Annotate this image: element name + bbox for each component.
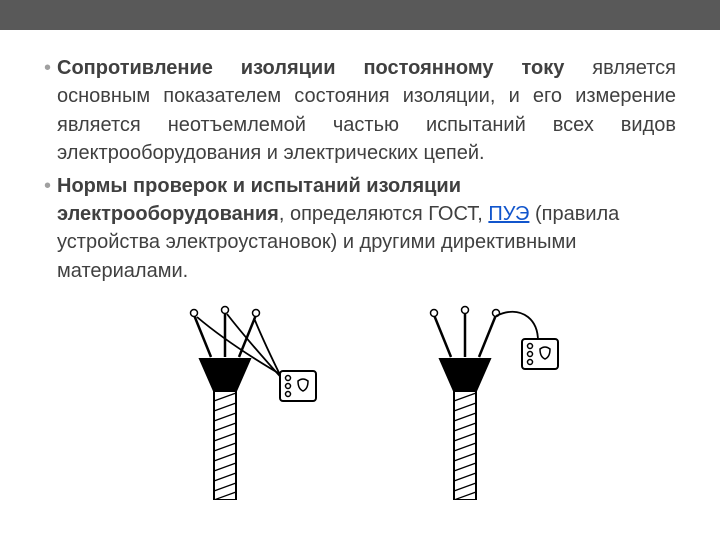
top-bar [0, 0, 720, 30]
bullet-icon: • [44, 172, 51, 286]
bullet-item-2: • Нормы проверок и испытаний изоляции эл… [44, 172, 676, 286]
figures-row [44, 305, 676, 500]
paragraph-2: Нормы проверок и испытаний изоляции элек… [57, 172, 676, 286]
cable-diagram-left [140, 305, 320, 500]
cable-diagram-right [400, 305, 580, 500]
paragraph-1: Сопротивление изоляции постоянному току … [57, 54, 676, 168]
bullet-icon: • [44, 54, 51, 168]
bullet-item-1: • Сопротивление изоляции постоянному ток… [44, 54, 676, 168]
content-area: • Сопротивление изоляции постоянному ток… [0, 30, 720, 510]
pue-link[interactable]: ПУЭ [488, 203, 529, 225]
paragraph-1-bold: Сопротивление изоляции постоянному току [57, 57, 564, 79]
paragraph-2-before-link: , определяются ГОСТ, [279, 203, 489, 225]
